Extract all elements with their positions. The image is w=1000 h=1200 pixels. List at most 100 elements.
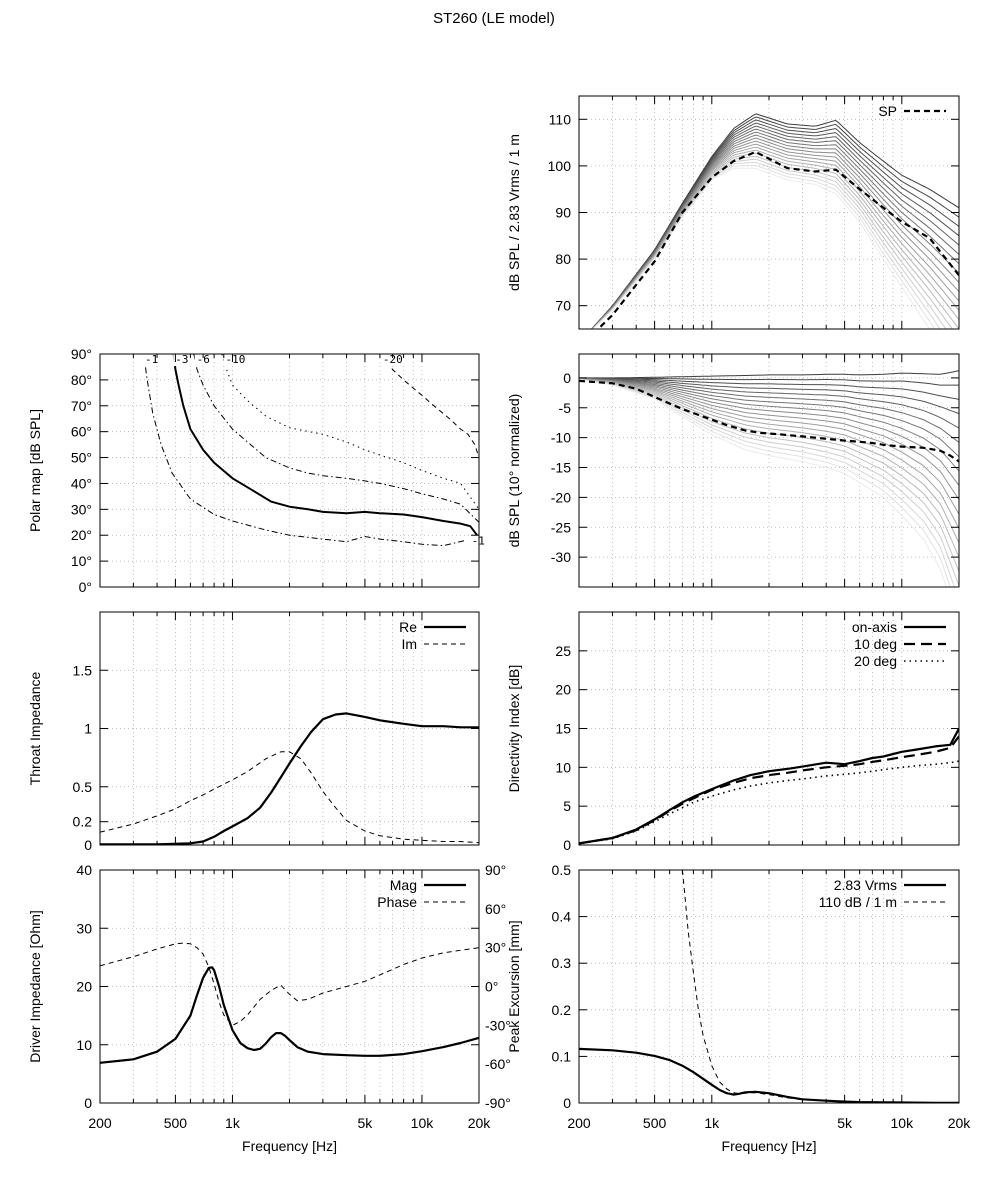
x-ticks (132, 354, 423, 587)
x-tick-label: 200 (567, 1115, 591, 1131)
y-tick-label: 90° (71, 346, 92, 362)
contour-line (143, 354, 466, 547)
angle-curve (579, 377, 959, 429)
angle-curve (579, 379, 951, 587)
grid-polar (100, 354, 479, 587)
angle-curve (579, 378, 959, 501)
x-tick-label: 1k (225, 1115, 241, 1131)
y-tick-label: -20 (551, 489, 571, 505)
angle-curve (592, 164, 936, 329)
y-tick-label: 1.5 (73, 662, 93, 678)
x-ticks (611, 612, 903, 845)
series-line-re (100, 712, 479, 845)
y-tick-label: 0.2 (552, 1002, 572, 1018)
y2-tick-label: 90° (485, 862, 506, 878)
panel-excursion: 0 0.1 0.2 0.3 0.4 0.5 200 500 1k 5k 10k 20k Frequenc… (506, 862, 971, 1154)
grid-di (579, 612, 959, 845)
angle-curve (579, 378, 959, 558)
y-tick-label: 90 (555, 205, 571, 221)
angle-curve (579, 377, 959, 415)
angle-curve (579, 378, 959, 544)
y-tick-label: 40° (71, 475, 92, 491)
y-tick-label: 70° (71, 398, 92, 414)
y-tick-label: 0.5 (552, 862, 572, 878)
series-line-im (100, 751, 479, 844)
contour-label: -1 (145, 353, 158, 366)
panel-driver: 0 10 20 30 40 -90° -60° -30° 0° 30° 60° 90° 200 500 1k… (27, 862, 511, 1154)
x-tick-label: 500 (643, 1115, 667, 1131)
y-tick-label: 0 (563, 837, 571, 853)
y-tick-label: 80 (555, 251, 571, 267)
y-tick-label: 1 (84, 721, 92, 737)
angle-curve (591, 116, 959, 329)
angle-curve (592, 167, 931, 329)
x-tick-label: 5k (837, 1115, 853, 1131)
y-tick-label: 0° (79, 579, 92, 595)
angle-curve (579, 377, 959, 443)
y-tick-label: -10 (551, 430, 571, 446)
angle-curve (579, 378, 959, 486)
y2-tick-label: -30° (485, 1017, 511, 1033)
legend-label: on-axis (852, 619, 897, 635)
angle-curve (579, 378, 959, 458)
angle-curve (579, 377, 959, 400)
grid-excursion (579, 870, 959, 1103)
panel-polar: -1 -1 -3 -6 -10 -20 0° 10° 20° 30° 40° 50° 60° 70° 80°… (27, 346, 488, 595)
y2-tick-label: 0° (485, 979, 498, 995)
y-tick-label: 40 (76, 862, 92, 878)
x-tick-label: 10k (411, 1115, 435, 1131)
y-axis-label: dB SPL / 2.83 Vrms / 1 m (506, 134, 522, 291)
y-tick-label: 0 (84, 1095, 92, 1111)
series-line-mag (100, 966, 479, 1064)
x-tick-label: 20k (948, 1115, 972, 1131)
y-tick-label: 0 (563, 370, 571, 386)
angle-curve (579, 378, 959, 472)
contour-label-bg (380, 354, 407, 367)
y-tick-label: -5 (559, 400, 572, 416)
y-tick-label: 15 (555, 721, 571, 737)
angle-curve (579, 378, 959, 529)
plot-area-driver (100, 942, 479, 1064)
y2-tick-label: 30° (485, 940, 506, 956)
x-tick-label: 5k (358, 1115, 374, 1131)
panel-spl: 70 80 90 100 110 dB SPL / 2.83 Vrms / 1 m SP (506, 95, 960, 330)
legend-label: 10 deg (854, 636, 897, 652)
contour-label-bg (194, 354, 214, 367)
y-tick-label: 30° (71, 501, 92, 517)
grid-driver (100, 870, 479, 1103)
y-axis-label: Driver Impedance [Ohm] (27, 910, 43, 1063)
y-axis-label: Throat Impedance (27, 671, 43, 785)
legend-label: Phase (377, 894, 417, 910)
y-tick-label: 0.1 (552, 1048, 572, 1064)
legend-label: 2.83 Vrms (834, 877, 897, 893)
legend-label: 110 dB / 1 m (819, 894, 897, 910)
contour-line (221, 354, 479, 510)
angle-curve (579, 377, 959, 386)
contour-label-bg (223, 354, 250, 367)
contour-line (172, 354, 479, 539)
legend-label: 20 deg (854, 653, 897, 669)
legend-label: Mag (390, 877, 417, 893)
x-tick-label: 20k (468, 1115, 492, 1131)
y-tick-label: 20 (76, 979, 92, 995)
legend-label: Re (399, 619, 417, 635)
grid-throat (100, 612, 479, 845)
y-tick-label: -25 (551, 519, 571, 535)
x-ticks (611, 870, 903, 1103)
x-ticks (132, 612, 423, 845)
contour-label: -3 (175, 353, 188, 366)
panel-normalized: 0 -5 -10 -15 -20 -25 -30 dB SPL (10° normalized… (506, 353, 960, 588)
plot-area-throat (100, 712, 479, 845)
y-axis-label: Directivity Index [dB] (506, 665, 522, 793)
y-axis-label: Peak Excursion [mm] (506, 920, 522, 1052)
x-axis-label: Frequency [Hz] (722, 1138, 817, 1154)
contour-label: -10 (225, 353, 245, 366)
x-ticks (132, 870, 423, 1103)
x-tick-label: 200 (88, 1115, 112, 1131)
angle-curve (579, 370, 959, 379)
y-tick-label: 0.3 (552, 955, 572, 971)
y-tick-label: 110 (549, 111, 572, 127)
angle-curve (591, 149, 959, 329)
x-tick-label: 1k (704, 1115, 720, 1131)
